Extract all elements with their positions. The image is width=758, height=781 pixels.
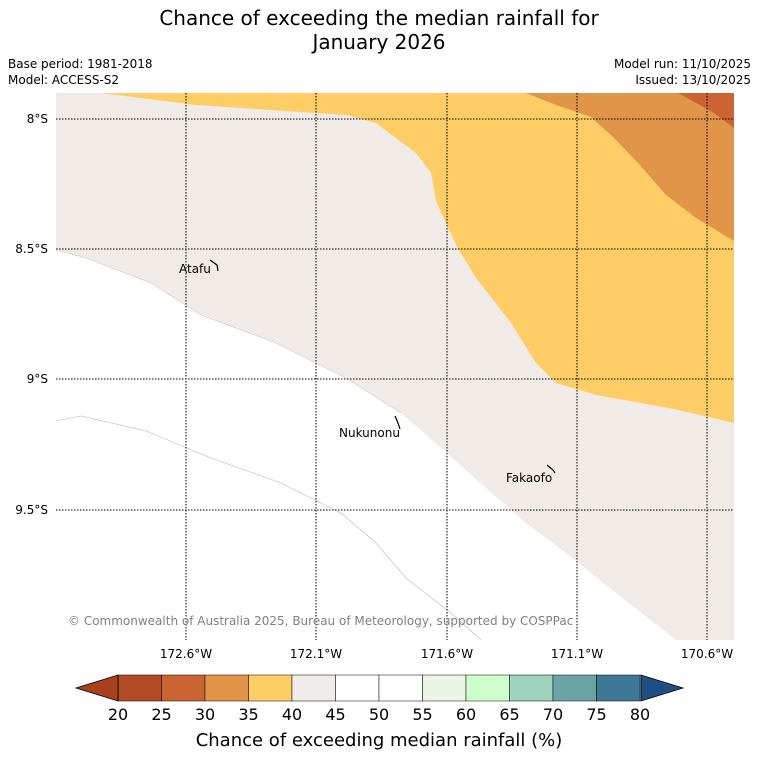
- island-label-fakaofo: Fakaofo: [506, 471, 553, 485]
- colorbar-cell: [291, 674, 336, 702]
- region-25-30: [678, 93, 734, 128]
- region-40-45-lower: [56, 93, 734, 640]
- colorbar-under-arrow: [74, 674, 119, 702]
- atafu-island-mark: [209, 259, 219, 272]
- colorbar-cell: [117, 674, 162, 702]
- colorbar-cell: [509, 674, 554, 702]
- colorbar-tick-label: 40: [281, 705, 303, 724]
- lat-tick-label: 9.5°S: [15, 503, 48, 517]
- model-name: Model: ACCESS-S2: [8, 73, 120, 87]
- lon-tick-label: 170.6°W: [680, 647, 734, 661]
- colorbar-cell: [161, 674, 206, 702]
- island-label-nukunonu: Nukunonu: [339, 426, 400, 440]
- region-35-40: [101, 93, 734, 423]
- model-run: Model run: 11/10/2025: [613, 57, 751, 71]
- copyright-notice: © Commonwealth of Australia 2025, Bureau…: [68, 614, 574, 628]
- base-period: Base period: 1981-2018: [8, 57, 153, 71]
- colorbar: [74, 674, 685, 702]
- fakaofo-island-mark: [546, 464, 556, 474]
- island-label-atafu: Atafu: [179, 262, 211, 276]
- colorbar-cell: [204, 674, 249, 702]
- colorbar-tick-label: 45: [325, 705, 346, 724]
- lat-tick-label: 8°S: [26, 112, 48, 126]
- colorbar-cell: [552, 674, 597, 702]
- colorbar-over-arrow: [640, 674, 685, 702]
- rainfall-map: [56, 93, 734, 640]
- lat-tick-label: 8.5°S: [15, 242, 48, 256]
- gridlines: [56, 93, 734, 640]
- colorbar-tick-label: 65: [499, 705, 520, 724]
- colorbar-tick-label: 55: [412, 705, 433, 724]
- lat-tick-label: 9°S: [26, 372, 48, 386]
- colorbar-tick-label: 50: [368, 705, 390, 724]
- colorbar-tick-label: 60: [455, 705, 477, 724]
- lon-tick-label: 171.1°W: [550, 647, 604, 661]
- colorbar-tick-label: 20: [107, 705, 129, 724]
- colorbar-cell: [465, 674, 510, 702]
- lon-tick-label: 171.6°W: [420, 647, 474, 661]
- issued-date: Issued: 13/10/2025: [635, 73, 751, 87]
- nukunonu-island-mark: [394, 415, 401, 430]
- map-title-line2: January 2026: [312, 30, 446, 54]
- colorbar-label: Chance of exceeding median rainfall (%): [195, 730, 563, 751]
- coastline-line: [56, 415, 482, 640]
- colorbar-tick-label: 75: [586, 705, 607, 724]
- colorbar-tick-label: 30: [194, 705, 216, 724]
- colorbar-cell: [378, 674, 423, 702]
- colorbar-tick-label: 25: [151, 705, 172, 724]
- colorbar-tick-label: 80: [629, 705, 651, 724]
- colorbar-cell: [596, 674, 641, 702]
- lon-tick-label: 172.6°W: [159, 647, 213, 661]
- map-title-line1: Chance of exceeding the median rainfall …: [159, 6, 599, 30]
- colorbar-cell: [335, 674, 380, 702]
- coastline-line: [56, 249, 402, 414]
- colorbar-tick-label: 35: [238, 705, 259, 724]
- colorbar-tick-label: 70: [542, 705, 564, 724]
- region-30-35: [526, 93, 734, 241]
- lon-tick-label: 172.1°W: [289, 647, 343, 661]
- colorbar-cell: [248, 674, 293, 702]
- colorbar-cell: [422, 674, 467, 702]
